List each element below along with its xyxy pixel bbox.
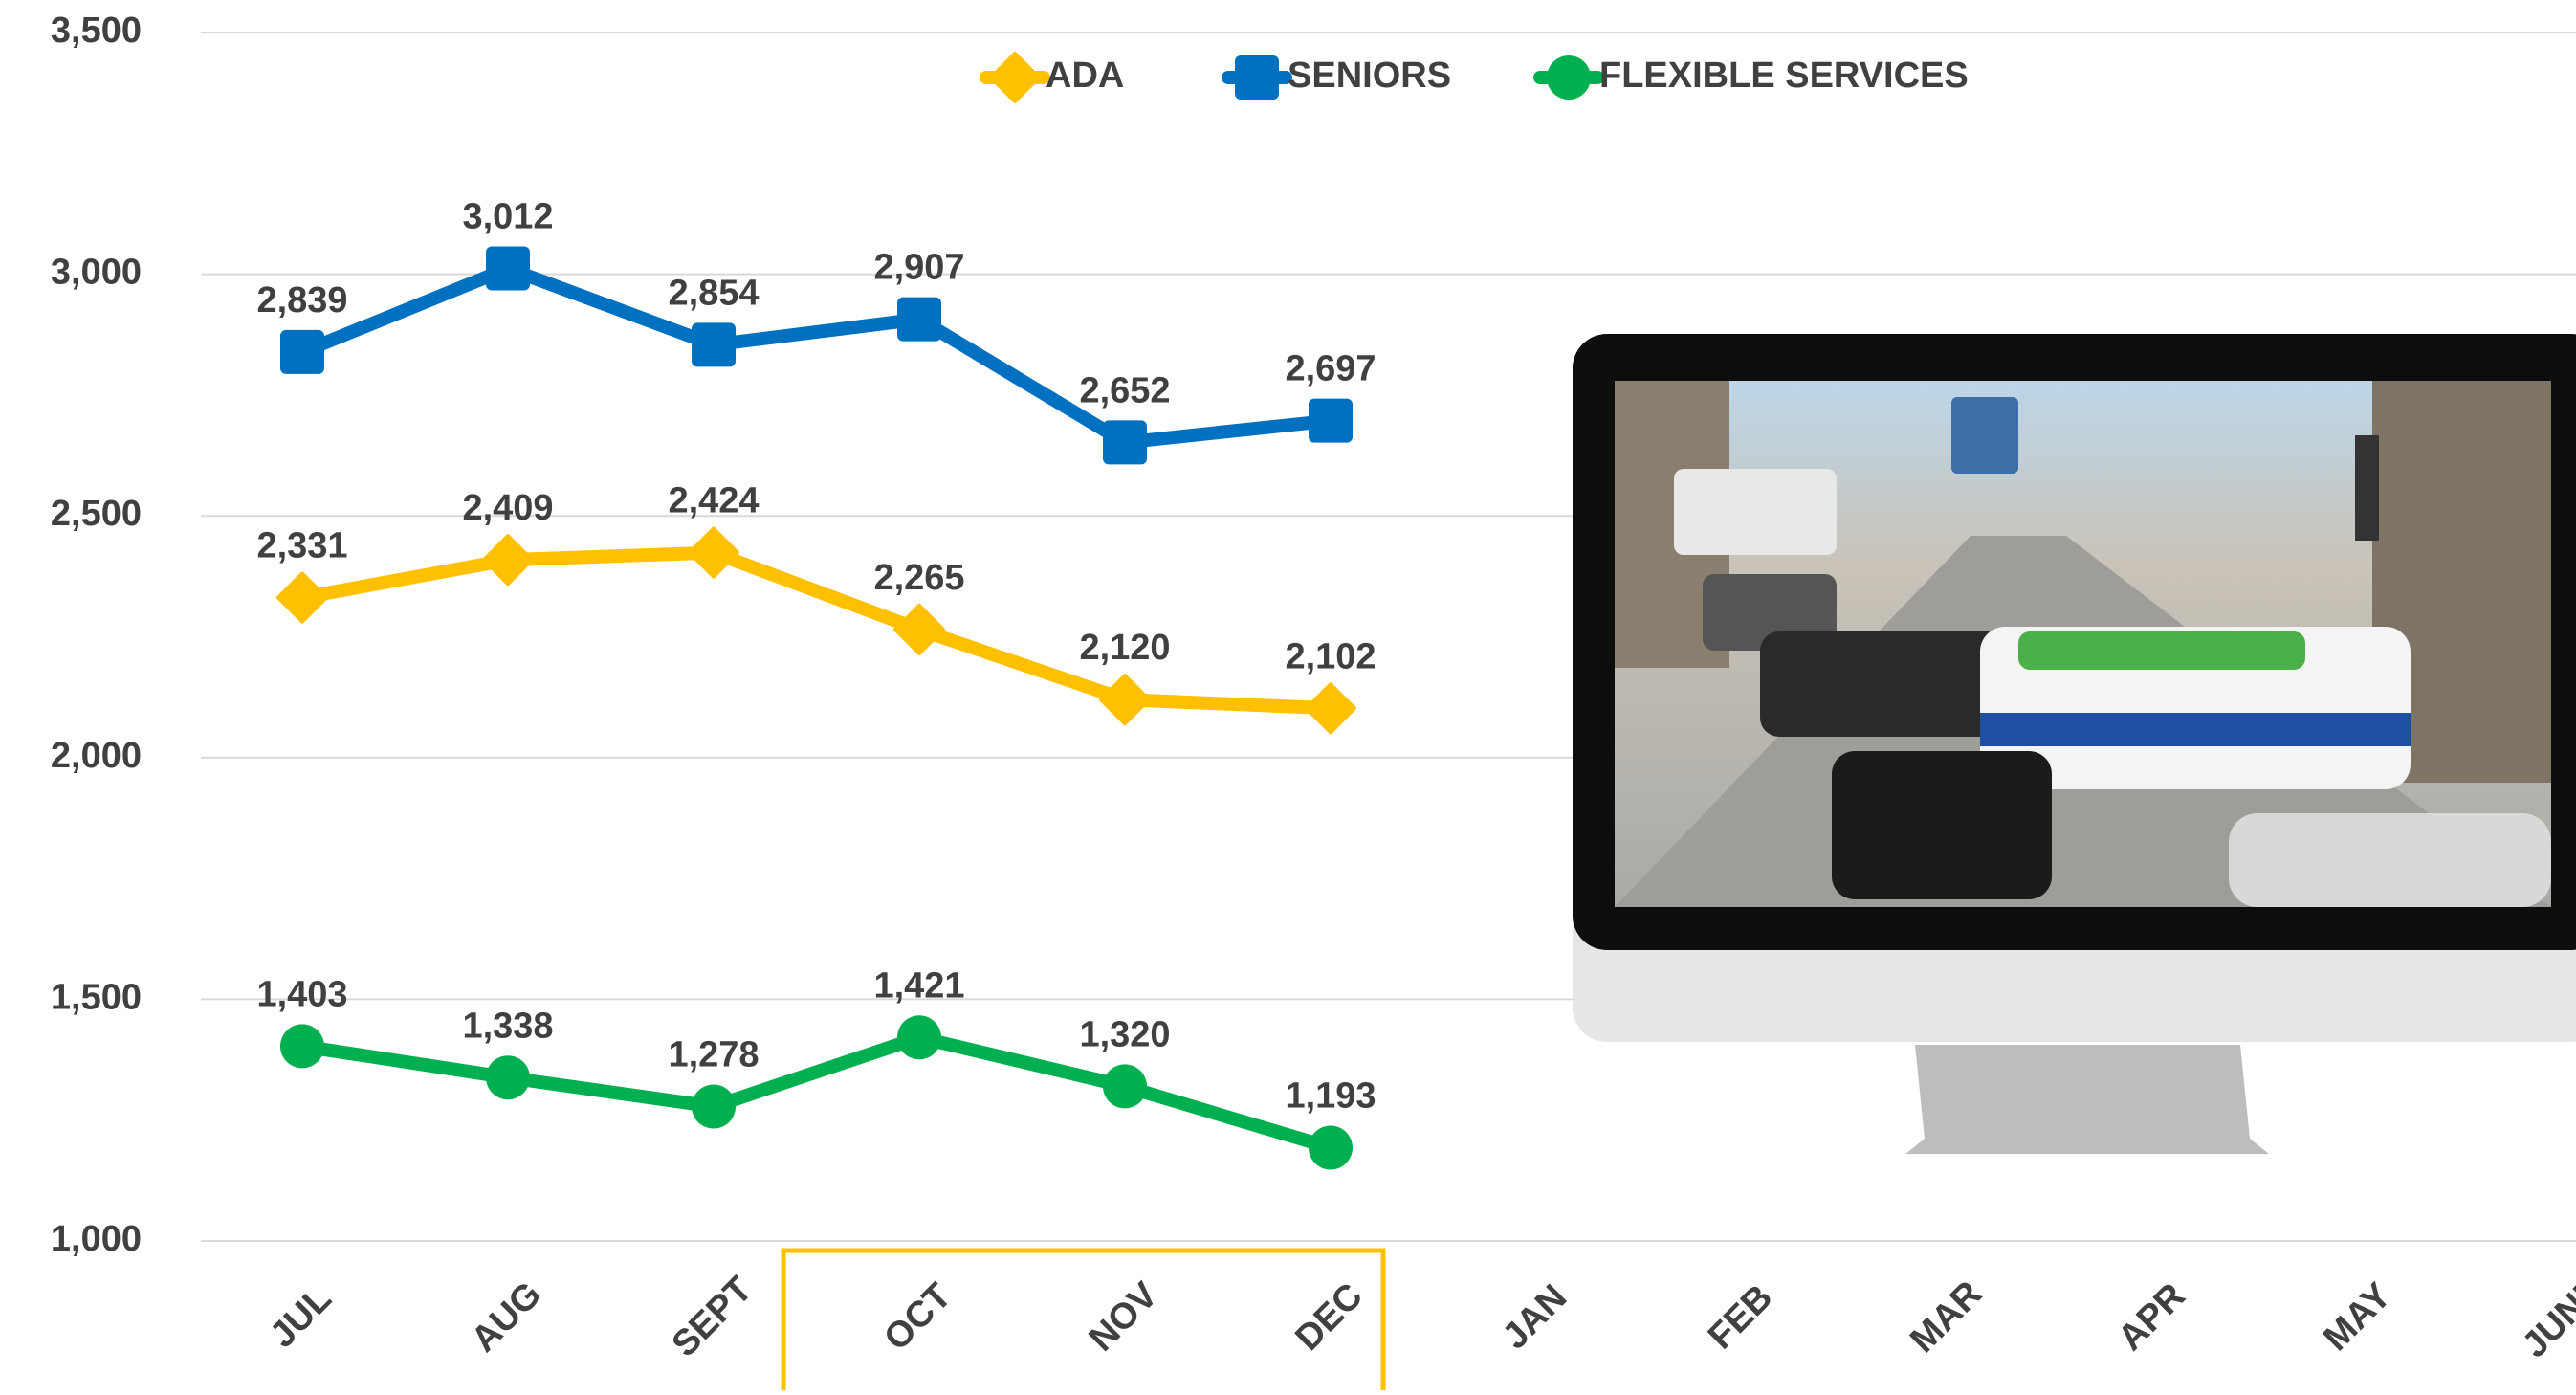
page: 1,000 1,500 2,000 2,500 3,000 3,500 JUL AUG SEPT… [0, 0, 2576, 1390]
data-label: 1,403 [256, 974, 347, 1014]
x-tick-label: AUG [464, 1274, 549, 1360]
data-point [1103, 1064, 1147, 1108]
legend-label: FLEXIBLE SERVICES [1599, 55, 1969, 96]
data-label: 2,854 [668, 273, 759, 313]
x-tick-label: MAR [1903, 1273, 1990, 1361]
data-label: 3,012 [462, 197, 553, 237]
data-label: 2,331 [256, 526, 347, 566]
data-label: 2,265 [873, 558, 964, 598]
data-label: 2,907 [873, 248, 964, 288]
data-point [692, 322, 736, 366]
data-point [280, 330, 324, 374]
series-line [302, 1037, 1331, 1147]
data-label: 2,652 [1079, 370, 1170, 410]
data-point [895, 606, 943, 653]
photo-car [1832, 751, 2052, 899]
data-label: 2,120 [1079, 628, 1170, 668]
data-point [897, 1015, 941, 1059]
photo-bus [1951, 397, 2018, 474]
data-point [1307, 684, 1354, 732]
y-tick-label: 2,500 [51, 494, 142, 534]
y-tick-label: 1,000 [51, 1219, 142, 1259]
series-line [302, 269, 1331, 443]
x-tick-label: JAN [1495, 1277, 1574, 1357]
data-point [690, 529, 738, 577]
data-point [280, 1024, 324, 1068]
photo-traffic-light [2355, 435, 2379, 541]
data-point [897, 298, 941, 342]
x-tick-label: MAY [2316, 1275, 2399, 1359]
data-point [486, 1055, 530, 1099]
x-tick-label: DEC [1288, 1275, 1370, 1358]
data-point [1103, 420, 1147, 464]
legend-label: ADA [1046, 55, 1124, 96]
x-tick-label: FEB [1701, 1277, 1780, 1357]
data-point [692, 1085, 736, 1129]
legend-marker [1547, 55, 1591, 100]
data-label: 1,193 [1285, 1076, 1376, 1117]
chart: 1,000 1,500 2,000 2,500 3,000 3,500 JUL AUG SEPT… [0, 0, 2576, 1390]
photo-van [1674, 469, 1837, 555]
data-label: 2,424 [668, 481, 759, 521]
monitor-stand [1905, 1045, 2269, 1154]
x-tick-label: SEPT [665, 1270, 760, 1365]
photo-shuttle-top [2018, 631, 2305, 670]
x-tick-label: JUL [262, 1278, 339, 1355]
data-point [484, 536, 532, 584]
series-line [302, 553, 1331, 709]
data-point [1309, 399, 1353, 443]
data-label: 1,278 [668, 1035, 759, 1075]
legend-marker [991, 54, 1039, 101]
data-label: 1,338 [462, 1006, 553, 1046]
x-tick-label: APR [2110, 1275, 2192, 1358]
photo-car [1760, 631, 2009, 737]
data-label: 2,839 [256, 280, 347, 321]
x-tick-label: NOV [1082, 1274, 1166, 1359]
highlight-box [783, 1251, 1383, 1390]
y-tick-label: 3,000 [51, 253, 142, 293]
data-label: 2,409 [462, 488, 553, 528]
data-point [1101, 675, 1149, 723]
y-tick-label: 1,500 [51, 977, 142, 1017]
data-label: 1,421 [873, 965, 964, 1006]
data-label: 2,102 [1285, 636, 1376, 676]
data-label: 1,320 [1079, 1014, 1170, 1054]
data-point [486, 247, 530, 291]
photo-car [2229, 813, 2551, 907]
legend-label: SENIORS [1288, 55, 1451, 96]
monitor [1573, 334, 2576, 1154]
data-point [278, 574, 326, 622]
y-tick-label: 2,000 [51, 736, 142, 776]
street-photo [1615, 381, 2551, 907]
x-tick-label: OCT [876, 1275, 958, 1358]
photo-shuttle-stripe [1980, 713, 2411, 746]
data-label: 2,697 [1285, 349, 1376, 389]
legend-marker [1235, 55, 1279, 100]
x-tick-label: JUNE [2515, 1269, 2576, 1365]
data-point [1309, 1125, 1353, 1169]
y-tick-label: 3,500 [51, 11, 142, 51]
